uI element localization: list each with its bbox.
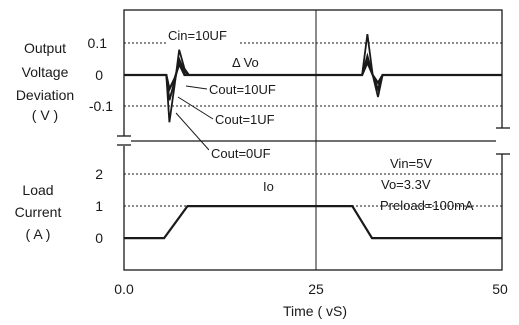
top-ylabel-line-4: ( V ) — [32, 107, 58, 123]
bottom-ytick-1: 1 — [95, 198, 103, 214]
bottom-ytick-0: 0 — [95, 230, 103, 246]
cout-0uf-label-bg — [209, 146, 281, 161]
bottom-ytick-2: 2 — [95, 166, 103, 182]
cout-10uf-annotation: Cout=10UF — [209, 82, 276, 97]
vin-annotation: Vin=5V — [390, 156, 432, 171]
load-current-series — [124, 205, 502, 240]
delta-vo-annotation: Δ Vo — [232, 55, 259, 70]
top-ylabel-line-1: Output — [24, 40, 66, 56]
cout-1uf-annotation: Cout=1UF — [215, 112, 275, 127]
axis-break-right — [496, 127, 510, 155]
series-line-cout-0uf — [124, 33, 502, 123]
vo-annotation: Vo=3.3V — [381, 177, 431, 192]
x-axis-label: Time ( vS) — [283, 303, 347, 319]
top-ytick-0: 0 — [95, 67, 103, 83]
series-line-io — [124, 205, 502, 240]
top-ytick-0.1: 0.1 — [88, 35, 108, 51]
cout-0uf-annotation: Cout=0UF — [211, 146, 271, 161]
top-ylabel-line-3: Deviation — [16, 87, 74, 103]
bottom-ylabel-line-3: ( A ) — [26, 226, 51, 242]
top-ytick-neg0.1: -0.1 — [89, 98, 113, 114]
xtick-25: 25 — [308, 281, 324, 297]
xtick-50: 50 — [492, 281, 508, 297]
xtick-0: 0.0 — [114, 281, 134, 297]
axis-break-left — [117, 135, 131, 146]
io-annotation: Io — [263, 179, 274, 194]
cin-label-bg — [166, 30, 238, 44]
leader-lines — [175, 85, 214, 151]
preload-annotation: Preload=100mA — [380, 198, 474, 213]
plot-frame — [123, 9, 503, 271]
bottom-ylabel-line-2: Current — [15, 204, 62, 220]
bottom-ylabel-line-1: Load — [22, 182, 53, 198]
series-line-cout-1uf — [124, 52, 502, 101]
cin-annotation: Cin=10UF — [168, 28, 227, 43]
top-ylabel-line-2: Voltage — [22, 64, 69, 80]
output-voltage-series — [124, 33, 502, 123]
